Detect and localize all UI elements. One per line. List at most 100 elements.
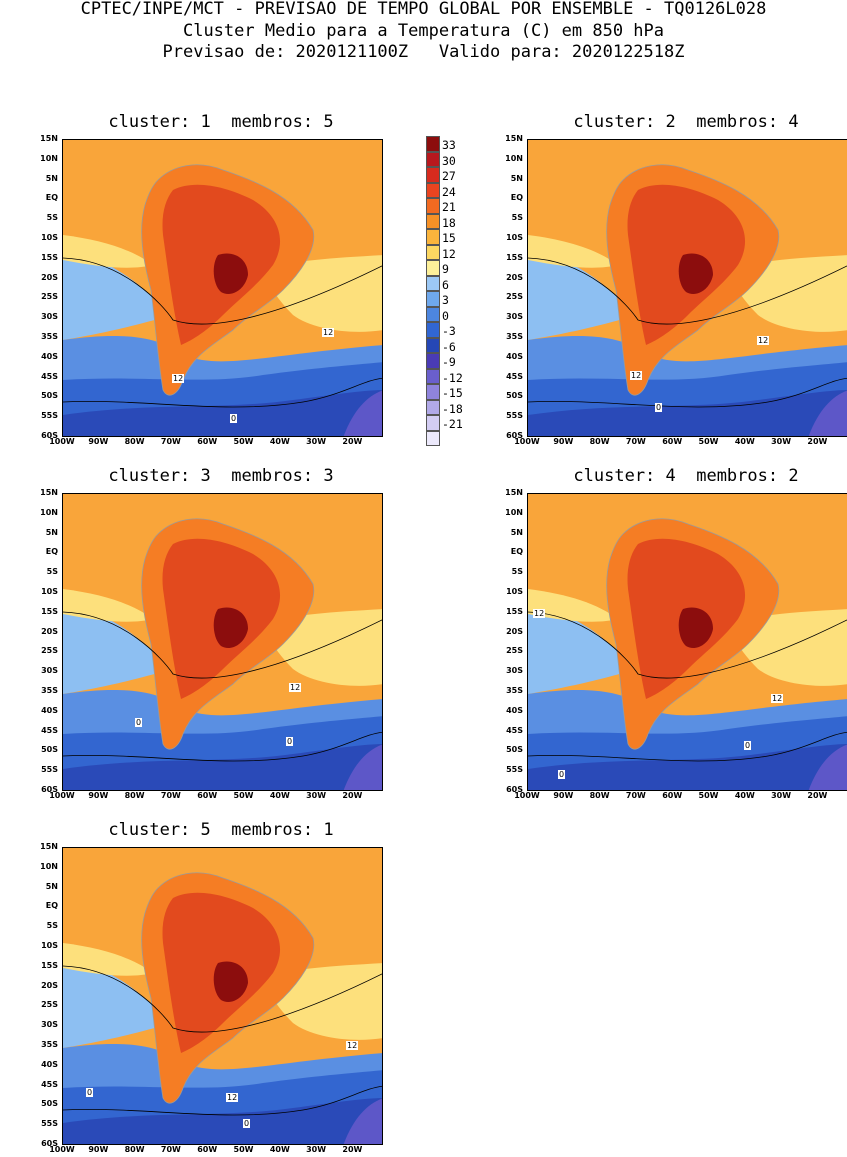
lat-tick-label: 10N [505, 507, 523, 517]
lat-tick-label: 50S [41, 745, 58, 755]
coldest-band [528, 744, 847, 790]
lat-tick-label: 10S [41, 233, 58, 242]
very-cold-patch [808, 390, 847, 436]
contour-label: 0 [135, 718, 143, 727]
lat-tick-label: 30S [506, 666, 523, 676]
lon-tick-label: 60W [662, 437, 683, 446]
header-line-3: Previsao de: 2020121100Z Valido para: 20… [162, 42, 685, 62]
lon-tick-label: 30W [306, 791, 327, 800]
contour-0 [63, 377, 382, 408]
lat-tick-label: 25S [506, 646, 523, 656]
colorbar-swatch [426, 306, 440, 322]
colorbar-label: 0 [442, 308, 449, 323]
contour-label: 0 [655, 403, 663, 412]
cool-band [63, 958, 173, 1048]
contour-label: 12 [630, 371, 643, 380]
lat-tick-label: 35S [506, 686, 523, 695]
lat-tick-label: 25S [41, 1000, 58, 1010]
lon-tick-label: 70W [160, 1145, 181, 1154]
colorbar-swatch [426, 399, 440, 415]
lat-tick-label: 40S [41, 705, 58, 715]
colorbar-label: -15 [442, 386, 463, 400]
panel-title: cluster: 5 membros: 1 [108, 820, 334, 840]
lat-tick-label: EQ [510, 193, 523, 203]
colorbar-label: -21 [442, 417, 463, 431]
contour-label: 12 [172, 374, 185, 383]
yellow-band-west [528, 235, 618, 268]
lat-tick-label: 55S [506, 765, 523, 775]
lon-tick-label: 50W [233, 791, 254, 800]
lon-tick-label: 30W [306, 437, 327, 446]
lon-tick-label: 100W [49, 437, 75, 446]
very-cold-patch [343, 390, 382, 436]
contour-12 [528, 611, 847, 679]
very-cold-patch [343, 1098, 382, 1144]
lon-tick-label: 40W [734, 437, 755, 446]
lat-tick-label: 40S [41, 1059, 58, 1069]
contour-label: 12 [226, 1093, 239, 1102]
lat-tick-label: 55S [506, 411, 523, 421]
colorbar-swatch [426, 213, 440, 229]
lat-tick-label: 5N [45, 527, 58, 537]
colorbar-label: 27 [442, 169, 456, 183]
lat-tick-label: EQ [45, 193, 58, 203]
lon-tick-label: 80W [124, 437, 145, 446]
lon-tick-label: 80W [124, 791, 145, 800]
lat-tick-label: 15S [41, 960, 58, 970]
lon-tick-label: 90W [88, 437, 109, 446]
lat-tick-label: 30S [506, 312, 523, 322]
colorbar-swatch [426, 275, 440, 291]
cool-band [63, 604, 173, 694]
lon-tick-label: 80W [124, 1145, 145, 1154]
coldest-band [63, 390, 382, 436]
lat-tick-label: 10S [41, 941, 58, 950]
lat-tick-label: 55S [41, 411, 58, 421]
yellow-band-west [63, 589, 153, 622]
lat-tick-label: 15N [40, 488, 58, 497]
lat-tick-label: 10S [41, 587, 58, 596]
lat-tick-label: 30S [41, 312, 58, 322]
colorbar-swatch [426, 368, 440, 384]
lat-tick-label: 30S [41, 666, 58, 676]
colorbar-label: 24 [442, 184, 456, 199]
lat-tick-label: 5N [510, 527, 523, 537]
lon-tick-label: 100W [514, 791, 540, 800]
lon-tick-label: 100W [49, 791, 75, 800]
colorbar-swatch [426, 244, 440, 260]
contour-label: 12 [322, 328, 335, 337]
lat-tick-label: 35S [41, 1040, 58, 1049]
contour-12 [63, 611, 382, 679]
lat-tick-label: 10N [40, 153, 58, 163]
lat-tick-label: 5S [511, 213, 523, 223]
contour-0 [528, 377, 847, 408]
lat-tick-label: 40S [41, 351, 58, 361]
colorbar-swatch [426, 182, 440, 198]
contour-0 [528, 731, 847, 762]
lat-tick-label: 10S [506, 587, 523, 596]
lat-tick-label: 35S [506, 332, 523, 341]
lon-tick-label: 90W [88, 791, 109, 800]
contour-label: 12 [533, 609, 546, 618]
lat-tick-label: 40S [506, 705, 523, 715]
map-svg [63, 140, 382, 436]
colorbar-label: -12 [442, 370, 463, 385]
lon-tick-label: 30W [771, 791, 792, 800]
colorbar-label: 30 [442, 153, 456, 168]
coldest-band [528, 390, 847, 436]
colorbar-swatch [426, 415, 440, 431]
contour-label: 12 [289, 683, 302, 692]
coastline [606, 518, 780, 750]
colorbar-swatch [426, 291, 440, 307]
colorbar-swatch [426, 430, 440, 446]
lon-tick-label: 70W [160, 791, 181, 800]
lon-tick-label: 40W [734, 791, 755, 800]
lat-tick-label: 5N [45, 881, 58, 891]
lon-tick-label: 50W [698, 791, 719, 800]
lon-tick-label: 90W [553, 791, 574, 800]
colorbar-swatch [426, 198, 440, 214]
contour-label: 12 [771, 694, 784, 703]
coldest-band [63, 1098, 382, 1144]
map-svg [63, 848, 382, 1144]
coldest-band [63, 744, 382, 790]
contour-label: 0 [230, 414, 238, 423]
